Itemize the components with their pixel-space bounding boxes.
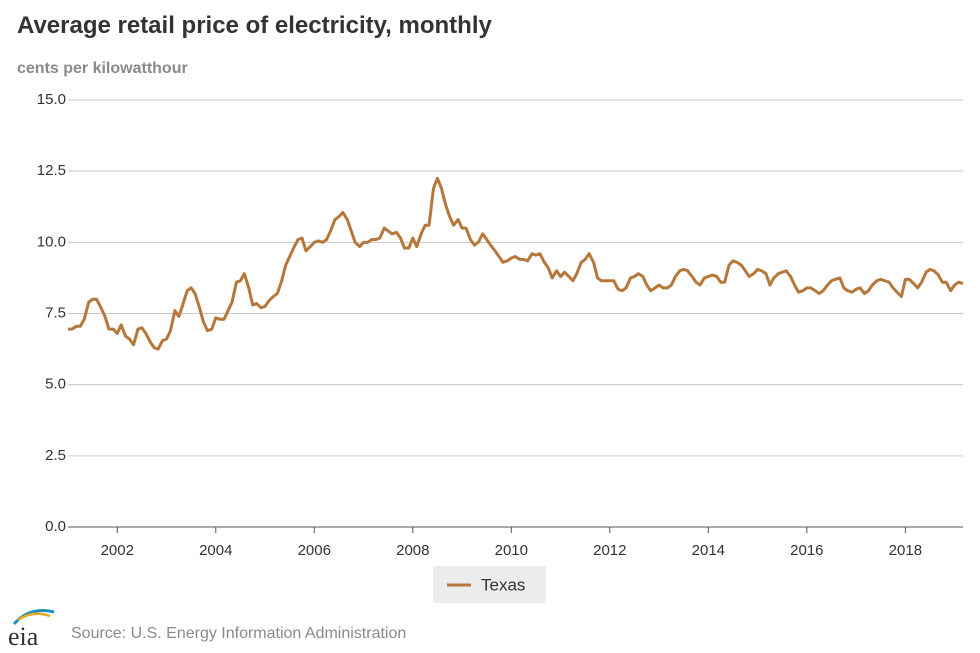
x-tick-label: 2010	[495, 542, 528, 559]
x-tick-label: 2012	[593, 542, 626, 559]
source-note: Source: U.S. Energy Information Administ…	[71, 625, 406, 642]
legend: Texas	[433, 566, 546, 603]
x-tick-label: 2002	[101, 542, 134, 559]
logo-arc	[17, 612, 51, 622]
legend-label: Texas	[481, 575, 525, 594]
x-tick-label: 2008	[396, 542, 429, 559]
y-tick-label: 7.5	[45, 304, 66, 321]
x-tick-label: 2004	[199, 542, 232, 559]
x-tick-label: 2018	[889, 542, 922, 559]
y-tick-label: 15.0	[37, 91, 66, 108]
data-line	[68, 176, 964, 351]
chart-title: Average retail price of electricity, mon…	[17, 12, 492, 39]
logo-text: eia	[8, 622, 39, 651]
y-tick-label: 5.0	[45, 376, 66, 393]
logo-arc	[12, 609, 55, 626]
y-tick-label: 12.5	[37, 162, 66, 179]
logo: eia	[8, 609, 55, 651]
y-tick-label: 10.0	[37, 233, 66, 250]
x-tick-label: 2016	[790, 542, 823, 559]
x-tick-label: 2014	[692, 542, 725, 559]
y-tick-label: 2.5	[45, 447, 66, 464]
y-tick-label: 0.0	[45, 518, 66, 535]
x-tick-label: 2006	[298, 542, 331, 559]
chart-subtitle: cents per kilowatthour	[17, 60, 188, 77]
